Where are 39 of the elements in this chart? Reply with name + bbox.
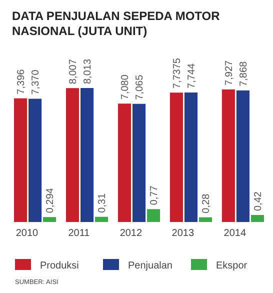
data-label: 7,744 xyxy=(186,63,198,88)
data-label: 7,396 xyxy=(16,68,28,94)
data-label: 8,007 xyxy=(68,58,80,84)
x-tick-label: 2014 xyxy=(224,228,246,239)
data-label: 7,868 xyxy=(238,60,250,86)
bar xyxy=(132,104,146,222)
data-label: 0,77 xyxy=(149,185,160,206)
chart-title: DATA PENJUALAN SEPEDA MOTOR NASIONAL (JUTA UNIT) xyxy=(12,9,220,38)
x-tick-label: 2012 xyxy=(120,228,143,239)
data-label: 7,370 xyxy=(30,69,42,95)
data-label: 0,294 xyxy=(45,188,56,214)
x-tick-label: 2010 xyxy=(16,228,39,239)
bar xyxy=(28,98,42,222)
bar xyxy=(118,104,132,222)
legend-label: Penjualan xyxy=(128,260,172,272)
data-label: 7,065 xyxy=(134,74,146,100)
bar xyxy=(184,92,198,222)
data-label: 8,013 xyxy=(82,58,94,84)
bar xyxy=(66,88,80,222)
bar xyxy=(43,217,56,222)
data-label: 0,28 xyxy=(200,193,212,214)
x-tick-label: 2013 xyxy=(172,228,194,239)
bar xyxy=(146,209,160,222)
data-label: 0,42 xyxy=(252,191,264,211)
data-label: 0,31 xyxy=(97,192,108,213)
bar xyxy=(14,98,28,222)
legend-label: Produksi xyxy=(40,260,79,272)
legend-label: Ekspor xyxy=(216,260,248,272)
bar xyxy=(198,217,212,222)
bar xyxy=(80,88,94,222)
data-label: 7,080 xyxy=(120,74,131,100)
data-label: 7,7375 xyxy=(172,58,183,89)
bar xyxy=(170,92,183,222)
x-tick-label: 2011 xyxy=(68,228,90,239)
data-label: 7,927 xyxy=(224,60,235,86)
bar xyxy=(222,89,235,222)
bar xyxy=(250,214,264,222)
bar xyxy=(236,90,250,222)
bar xyxy=(95,216,108,222)
